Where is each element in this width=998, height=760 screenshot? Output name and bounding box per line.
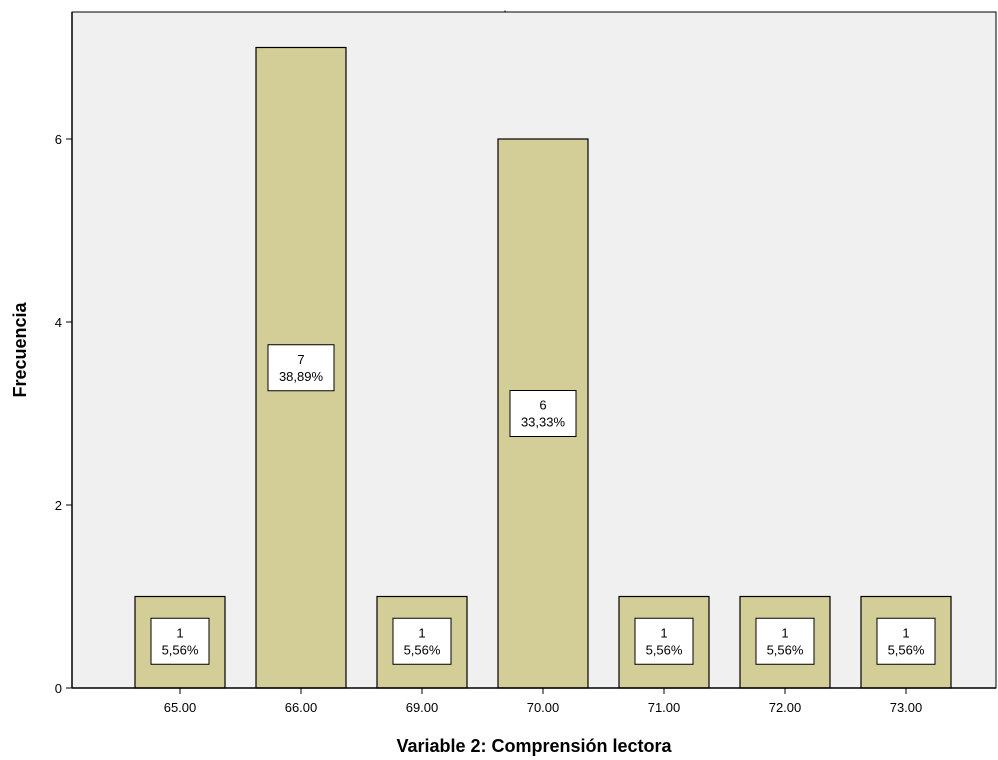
data-label-percent: 5,56% bbox=[888, 642, 925, 657]
data-label-box bbox=[392, 617, 452, 665]
data-label-count: 1 bbox=[660, 625, 667, 640]
x-axis-title: Variable 2: Comprensión lectora bbox=[396, 736, 672, 756]
x-tick-label: 66.00 bbox=[285, 700, 318, 715]
data-label-box bbox=[755, 617, 815, 665]
data-label-count: 1 bbox=[781, 625, 788, 640]
data-label-count: 6 bbox=[539, 398, 546, 413]
data-labels-layer: 1 5,56% 7 38,89% 1 5,56% 6 33,33% 1 5,56% 1 5,56% 1 5… bbox=[150, 344, 936, 665]
data-label-count: 1 bbox=[902, 625, 909, 640]
y-tick-label: 0 bbox=[55, 681, 62, 696]
data-label-count: 1 bbox=[176, 625, 183, 640]
data-label-count: 1 bbox=[418, 625, 425, 640]
data-label-box bbox=[150, 617, 210, 665]
data-label-71.00: 1 5,56% bbox=[634, 617, 694, 665]
data-label-70.00: 6 33,33% bbox=[509, 390, 577, 437]
data-label-box bbox=[509, 390, 577, 437]
x-tick-label: 70.00 bbox=[527, 700, 560, 715]
data-label-box bbox=[876, 617, 936, 665]
x-tick-label: 73.00 bbox=[890, 700, 923, 715]
data-label-percent: 5,56% bbox=[404, 642, 441, 657]
data-label-percent: 5,56% bbox=[767, 642, 804, 657]
bar-73.00 bbox=[860, 595, 952, 689]
data-label-percent: 38,89% bbox=[279, 369, 324, 384]
data-label-percent: 33,33% bbox=[521, 415, 566, 430]
data-label-percent: 5,56% bbox=[162, 642, 199, 657]
data-label-box bbox=[634, 617, 694, 665]
y-tick-label: 6 bbox=[55, 132, 62, 147]
x-tick-label: 65.00 bbox=[164, 700, 197, 715]
y-axis-title: Frecuencia bbox=[10, 301, 30, 397]
y-ticks-layer: 0 2 4 6 bbox=[55, 132, 72, 696]
chart-title: . bbox=[503, 0, 507, 15]
data-label-count: 7 bbox=[297, 352, 304, 367]
y-tick-label: 4 bbox=[55, 315, 62, 330]
x-tick-label: 71.00 bbox=[648, 700, 681, 715]
data-label-66.00: 7 38,89% bbox=[267, 344, 335, 392]
y-tick-label: 2 bbox=[55, 498, 62, 513]
data-label-65.00: 1 5,56% bbox=[150, 617, 210, 665]
data-label-box bbox=[267, 344, 335, 392]
data-label-percent: 5,56% bbox=[646, 642, 683, 657]
x-tick-label: 69.00 bbox=[406, 700, 439, 715]
data-label-73.00: 1 5,56% bbox=[876, 617, 936, 665]
x-tick-label: 72.00 bbox=[769, 700, 802, 715]
data-label-72.00: 1 5,56% bbox=[755, 617, 815, 665]
x-ticks-layer: 65.00 66.00 69.00 70.00 71.00 72.00 73.00 bbox=[164, 688, 923, 715]
data-label-69.00: 1 5,56% bbox=[392, 617, 452, 665]
